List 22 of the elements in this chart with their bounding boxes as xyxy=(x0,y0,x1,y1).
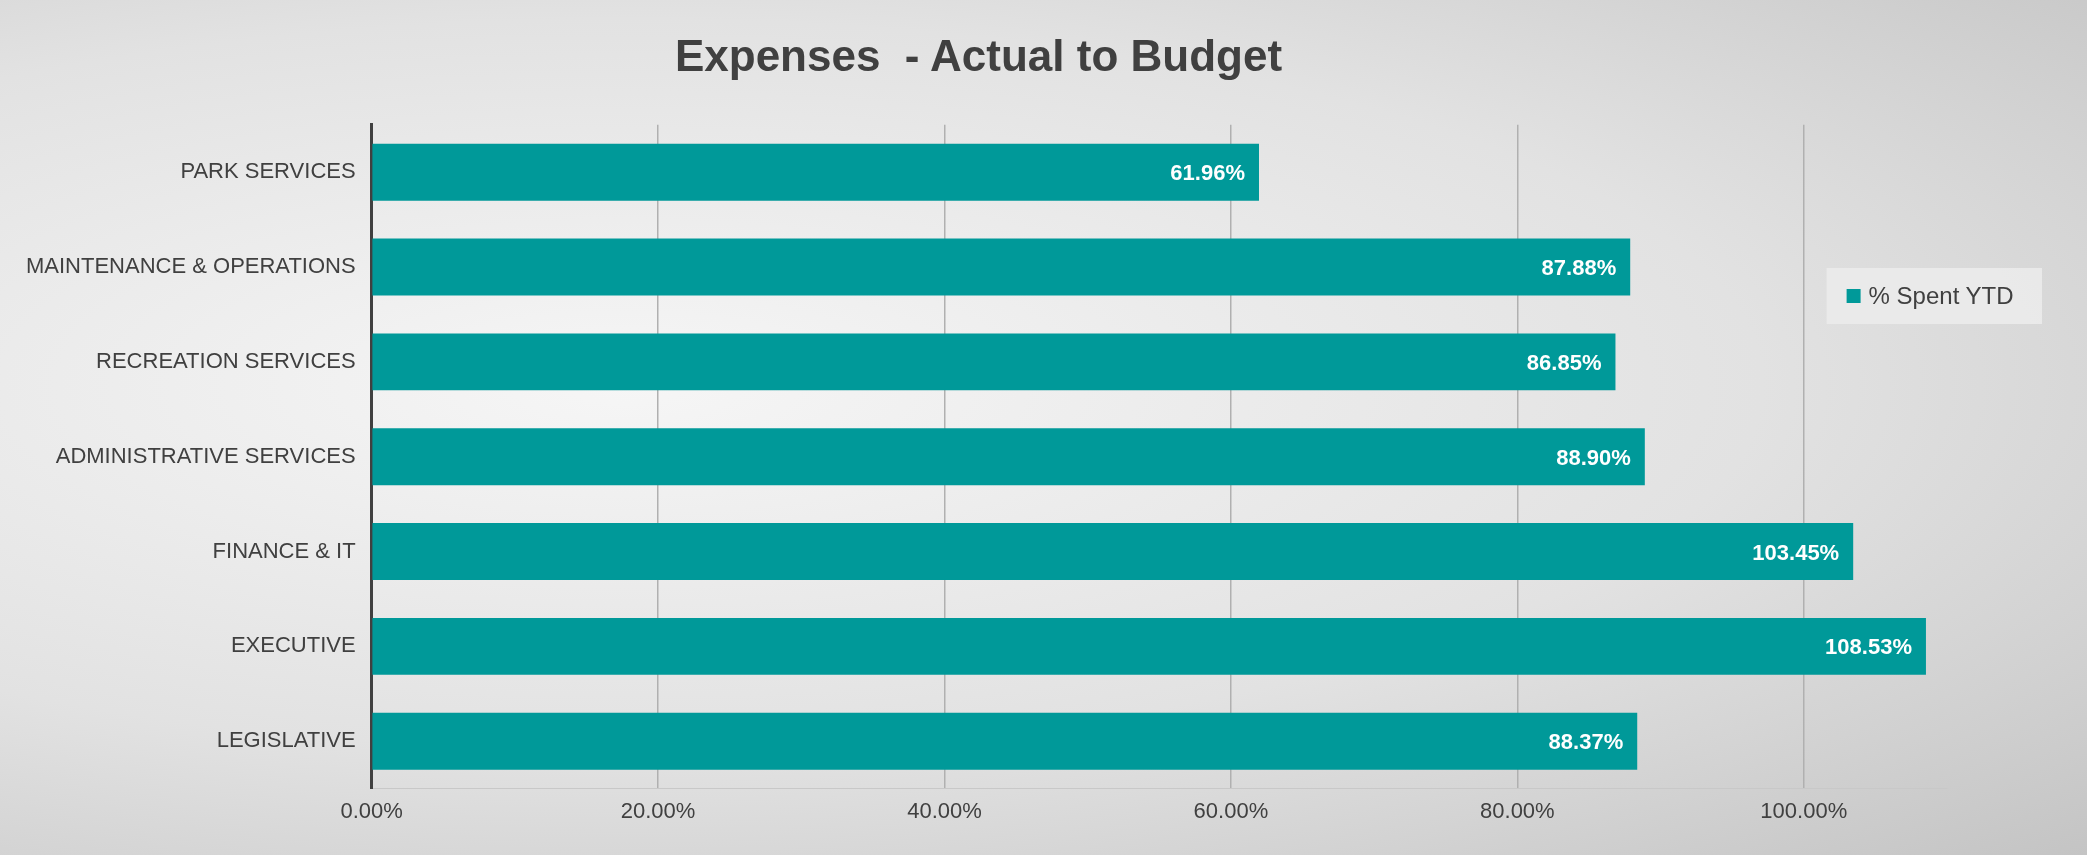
y-tick-label: FINANCE & IT xyxy=(212,537,356,563)
legend-label: % Spent YTD xyxy=(1868,281,2014,309)
y-tick-label: RECREATION SERVICES xyxy=(96,347,356,373)
data-label: 87.88% xyxy=(1541,255,1617,281)
y-tick-label: LEGISLATIVE xyxy=(216,727,356,753)
data-label: 88.90% xyxy=(1556,444,1631,470)
data-label: 103.45% xyxy=(1752,539,1840,565)
x-tick-label: 20.00% xyxy=(620,797,696,823)
y-tick-label: EXECUTIVE xyxy=(230,632,356,658)
data-label: 88.37% xyxy=(1548,729,1624,755)
x-tick-label: 60.00% xyxy=(1193,797,1269,823)
x-tick-label: 0.00% xyxy=(340,797,403,823)
y-tick-label: PARK SERVICES xyxy=(180,158,356,184)
y-tick-label: MAINTENANCE & OPERATIONS xyxy=(25,253,356,279)
y-tick-label: ADMINISTRATIVE SERVICES xyxy=(55,442,356,468)
data-label: 61.96% xyxy=(1170,160,1245,186)
data-label: 86.85% xyxy=(1526,349,1602,375)
x-tick-label: 100.00% xyxy=(1760,797,1848,823)
data-label: 108.53% xyxy=(1825,634,1912,660)
x-tick-label: 80.00% xyxy=(1480,797,1555,823)
chart-title: Expenses - Actual to Budget xyxy=(674,30,1283,80)
x-tick-label: 40.00% xyxy=(907,797,982,823)
